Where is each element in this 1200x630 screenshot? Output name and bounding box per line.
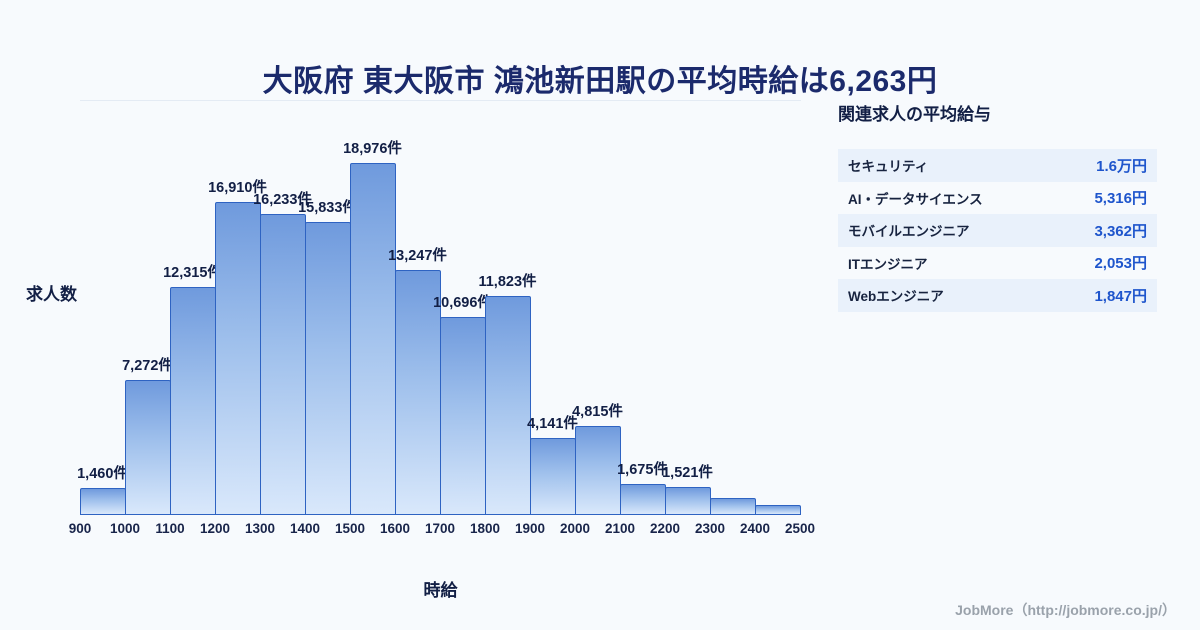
job-salary-value: 1.6万円	[1096, 157, 1147, 175]
bar-value-label: 16,233件	[253, 192, 312, 208]
related-salary-table: セキュリティ 1.6万円 AI・データサイエンス 5,316円 モバイルエンジニ…	[838, 149, 1157, 312]
bar-value-label: 4,815件	[572, 404, 623, 420]
x-tick-1100: 1100	[155, 521, 185, 536]
x-tick-1200: 1200	[199, 521, 231, 536]
x-tick-2400: 2400	[739, 521, 771, 536]
table-row: Webエンジニア 1,847円	[838, 279, 1157, 312]
x-tick-2300: 2300	[694, 521, 726, 536]
bar-1200	[215, 202, 261, 515]
x-tick-2000: 2000	[559, 521, 591, 536]
hourly-wage-histogram: 1,460件 7,272件 12,315件 16,910件 16,233件 15,833件…	[69, 100, 815, 536]
bar-value-label: 13,247件	[388, 248, 447, 264]
bar-value-label: 1,521件	[662, 465, 713, 481]
table-row: モバイルエンジニア 3,362円	[838, 214, 1157, 247]
x-tick-2200: 2200	[649, 521, 681, 536]
table-row: AI・データサイエンス 5,316円	[838, 182, 1157, 215]
bar-1900	[530, 438, 576, 515]
x-tick-1500: 1500	[334, 521, 366, 536]
bar-2000	[575, 426, 621, 515]
x-tick-2100: 2100	[604, 521, 636, 536]
bar-value-label: 1,460件	[77, 466, 128, 482]
x-tick-1900: 1900	[514, 521, 546, 536]
x-tick-2500: 2500	[784, 521, 816, 536]
job-category-label: AI・データサイエンス	[848, 191, 983, 207]
bar-1500	[350, 163, 396, 515]
bar-1000	[125, 380, 171, 515]
top-gridline	[80, 100, 801, 101]
bar-2100	[620, 484, 666, 515]
bar-value-label: 16,910件	[208, 180, 267, 196]
job-salary-value: 2,053円	[1094, 255, 1147, 273]
bar-value-label: 11,823件	[478, 274, 537, 290]
bar-value-label: 18,976件	[343, 141, 402, 157]
bar-1600	[395, 270, 441, 515]
bar-value-label: 12,315件	[163, 265, 222, 281]
bar-2400	[755, 505, 801, 515]
bar-value-label: 10,696件	[433, 295, 492, 311]
table-row: セキュリティ 1.6万円	[838, 149, 1157, 182]
bar-value-label: 4,141件	[527, 416, 578, 432]
bar-1100	[170, 287, 216, 515]
side-panel-heading: 関連求人の平均給与	[838, 105, 991, 124]
bar-2300	[710, 498, 756, 515]
related-salary-panel: 関連求人の平均給与 セキュリティ 1.6万円 AI・データサイエンス 5,316…	[838, 100, 1157, 312]
x-tick-1600: 1600	[379, 521, 411, 536]
bar-2200	[665, 487, 711, 515]
job-category-label: Webエンジニア	[848, 289, 944, 305]
bar-value-label: 1,675件	[617, 462, 668, 478]
bar-value-label: 15,833件	[298, 200, 357, 216]
y-axis-label: 求人数	[26, 285, 77, 304]
x-tick-900: 900	[68, 521, 92, 536]
job-category-label: セキュリティ	[848, 159, 929, 175]
page-title: 大阪府 東大阪市 鴻池新田駅の平均時給は6,263円	[262, 65, 938, 99]
x-axis-label: 時給	[423, 581, 458, 600]
bar-1300	[260, 214, 306, 515]
x-tick-1400: 1400	[289, 521, 321, 536]
bar-1800	[485, 296, 531, 515]
job-category-label: ITエンジニア	[848, 256, 928, 272]
job-salary-value: 3,362円	[1094, 222, 1147, 240]
x-tick-1000: 1000	[109, 521, 141, 536]
x-tick-1800: 1800	[469, 521, 501, 536]
x-tick-1300: 1300	[244, 521, 276, 536]
bar-1400	[305, 222, 351, 515]
job-category-label: モバイルエンジニア	[848, 224, 970, 240]
jobmore-credit: JobMore（http://jobmore.co.jp/）	[955, 602, 1176, 618]
job-salary-value: 1,847円	[1094, 287, 1147, 305]
bar-1700	[440, 317, 486, 515]
table-row: ITエンジニア 2,053円	[838, 247, 1157, 280]
job-salary-value: 5,316円	[1094, 190, 1147, 208]
x-tick-1700: 1700	[424, 521, 456, 536]
bar-value-label: 7,272件	[122, 358, 173, 374]
bar-900	[80, 488, 126, 515]
